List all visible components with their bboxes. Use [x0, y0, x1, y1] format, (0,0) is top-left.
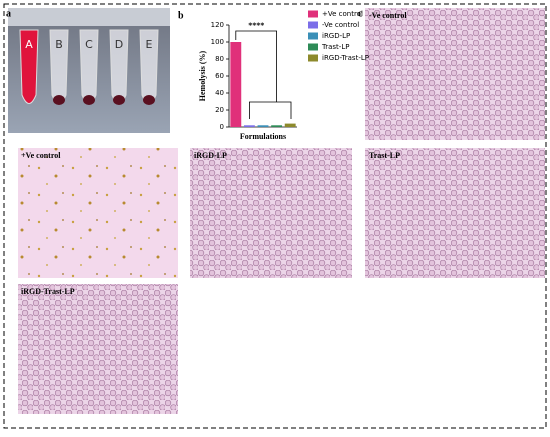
tube-label: B: [55, 38, 63, 51]
pellet: [83, 95, 95, 105]
significance: ****: [248, 21, 264, 30]
y-tick-label: 60: [215, 72, 224, 80]
legend-swatch: [308, 54, 318, 62]
tube: [19, 29, 39, 104]
panel-label: c: [358, 8, 363, 19]
pellet: [53, 95, 65, 105]
panel-label: a: [6, 8, 11, 19]
image-caption: iRGD-Trast-LP: [21, 287, 75, 296]
y-tick-label: 20: [215, 106, 224, 114]
tube-label: E: [146, 38, 153, 51]
legend-label: iRGD-Trast-LP: [322, 54, 369, 62]
tubes: A B C D E: [19, 29, 159, 105]
bar: [230, 42, 242, 127]
image-caption: +Ve control: [21, 151, 61, 160]
legend-swatch: [308, 43, 318, 51]
image-caption: -Ve control: [369, 11, 407, 20]
x-axis-label: Formulations: [240, 132, 286, 141]
image-caption: iRGD-LP: [194, 151, 227, 160]
y-tick-label: 80: [215, 55, 224, 63]
tube-label: D: [115, 38, 123, 51]
legend-swatch: [308, 21, 318, 29]
y-axis-label: Hemolysis (%): [198, 50, 207, 101]
panel-label: b: [178, 10, 184, 21]
y-tick-label: 120: [211, 21, 224, 29]
legend-swatch: [308, 10, 318, 18]
bar: [243, 125, 255, 127]
micrograph: [18, 284, 178, 414]
tube-label: A: [25, 38, 33, 51]
legend-swatch: [308, 32, 318, 40]
y-tick-label: 100: [211, 38, 224, 46]
image-caption: Trast-LP: [369, 151, 400, 160]
legend-label: -Ve control: [322, 21, 359, 29]
bar: [257, 125, 269, 127]
micrograph: [365, 148, 545, 278]
micrograph: [18, 148, 178, 278]
micrograph: [365, 8, 545, 140]
pellet: [113, 95, 125, 105]
y-tick-label: 0: [220, 123, 224, 131]
bar: [284, 123, 296, 127]
tube-label: C: [85, 38, 93, 51]
y-tick-label: 40: [215, 89, 224, 97]
significance-bracket: [235, 30, 277, 102]
legend-label: iRGD-LP: [322, 32, 350, 40]
legend-label: Trast-LP: [321, 43, 349, 51]
legend-label: +Ve control: [322, 10, 363, 18]
group-bracket: [249, 101, 292, 119]
micrograph: [190, 148, 352, 278]
photo-top: [8, 8, 170, 26]
pellet: [143, 95, 155, 105]
bar: [271, 125, 283, 127]
frame: [3, 3, 547, 429]
